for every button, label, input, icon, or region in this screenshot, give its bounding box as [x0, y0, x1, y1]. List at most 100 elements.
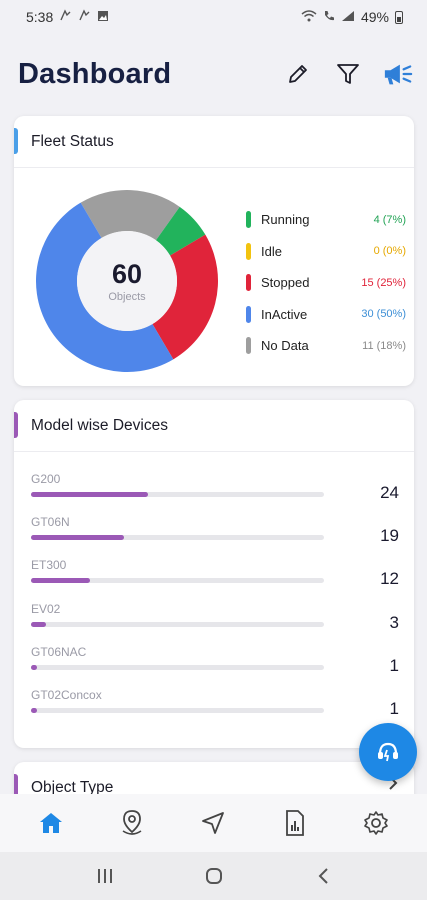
model-count: 19 — [380, 526, 399, 546]
legend-swatch — [246, 337, 251, 355]
model-progress-track — [31, 621, 324, 627]
filter-button[interactable] — [333, 59, 363, 89]
call-icon — [323, 10, 335, 25]
legend-label: InActive — [261, 306, 308, 322]
legend-swatch — [246, 242, 251, 260]
status-time: 5:38 — [26, 9, 54, 25]
settings-gear-icon — [364, 811, 389, 835]
legend-count: 15 (25%) — [361, 276, 406, 289]
legend-count: 30 (50%) — [361, 308, 406, 321]
status-bar-left: 5:38 — [26, 9, 109, 25]
legend-count: 0 (0%) — [373, 245, 406, 258]
model-progress-track — [31, 535, 324, 541]
donut-slice-no-data[interactable] — [80, 190, 180, 241]
battery-icon — [395, 10, 403, 24]
back-chevron-icon — [318, 868, 328, 884]
legend-item[interactable]: No Data 11 (18%) — [246, 330, 406, 362]
recent-apps-button[interactable] — [85, 861, 125, 891]
filter-icon — [337, 64, 359, 84]
status-bar-right: 49% — [301, 9, 403, 25]
image-icon — [97, 10, 109, 25]
model-count: 3 — [389, 612, 399, 632]
legend-item[interactable]: Idle 0 (0%) — [246, 236, 406, 268]
legend-count: 11 (18%) — [362, 339, 406, 352]
fleet-status-body: 60 Objects Running 4 (7%) Idle 0 (0%) Stoppe… — [14, 168, 414, 386]
fleet-donut-svg — [35, 190, 218, 372]
model-name: ET300 — [31, 558, 67, 573]
object-type-title: Object Type — [31, 779, 114, 796]
bottom-navigation — [0, 794, 427, 852]
model-devices-card: Model wise Devices G200 24 GT06N 19 ET300 12 E… — [14, 400, 414, 748]
donut-total-label: Objects — [108, 291, 146, 303]
status-bar: 5:38 49% — [0, 0, 427, 34]
legend-item[interactable]: Running 4 (7%) — [246, 204, 406, 236]
system-navigation — [0, 852, 427, 900]
donut-hole — [77, 231, 177, 331]
header: Dashboard — [0, 44, 427, 104]
nav-location[interactable] — [112, 803, 152, 843]
pencil-icon — [289, 65, 307, 83]
signal-icon — [341, 10, 355, 25]
fleet-donut-chart[interactable]: 60 Objects — [35, 190, 218, 372]
model-row[interactable]: EV02 3 — [31, 602, 399, 645]
donut-slice-inactive[interactable] — [35, 202, 174, 372]
object-type-accent — [14, 774, 18, 800]
model-count: 1 — [389, 655, 399, 675]
navigation-arrow-icon — [202, 812, 225, 834]
header-actions — [283, 59, 413, 89]
model-row[interactable]: GT06N 19 — [31, 515, 399, 558]
back-button[interactable] — [303, 861, 343, 891]
legend-swatch — [246, 274, 251, 292]
model-progress-fill — [31, 708, 37, 713]
announcement-button[interactable] — [383, 59, 413, 89]
nav-home[interactable] — [31, 803, 71, 843]
model-name: G200 — [31, 472, 61, 486]
model-progress-track — [31, 578, 324, 584]
report-icon — [285, 810, 304, 836]
recent-apps-icon — [97, 869, 112, 883]
legend-swatch — [246, 305, 251, 323]
model-name: GT06NAC — [31, 644, 87, 659]
home-circle-icon — [205, 868, 222, 884]
model-devices-header: Model wise Devices — [14, 400, 414, 452]
home-system-button[interactable] — [194, 861, 234, 891]
legend-item[interactable]: Stopped 15 (25%) — [246, 267, 406, 299]
legend-label: Stopped — [261, 275, 310, 291]
model-progress-track — [31, 492, 324, 497]
model-row[interactable]: GT02Concox 1 — [31, 688, 399, 731]
donut-slice-running[interactable] — [155, 206, 206, 256]
model-progress-track — [31, 708, 324, 713]
model-row[interactable]: ET300 12 — [31, 558, 399, 601]
notification-icon — [78, 9, 91, 25]
nav-settings[interactable] — [356, 803, 396, 843]
megaphone-icon — [384, 64, 413, 85]
fleet-status-accent — [14, 128, 18, 154]
page-title: Dashboard — [18, 57, 172, 90]
model-name: GT06N — [31, 515, 70, 530]
donut-slice-stopped[interactable] — [152, 234, 218, 360]
model-devices-accent — [14, 412, 18, 438]
model-count: 1 — [389, 699, 399, 718]
legend-label: No Data — [261, 338, 309, 354]
wifi-icon — [301, 9, 317, 25]
support-headset-icon — [378, 742, 398, 762]
model-name: EV02 — [31, 601, 61, 616]
model-count: 24 — [380, 483, 399, 502]
donut-total-value: 60 — [111, 259, 143, 289]
fleet-legend: Running 4 (7%) Idle 0 (0%) Stopped 15 (25%) In… — [246, 204, 406, 362]
model-row[interactable]: GT06NAC 1 — [31, 645, 399, 688]
home-icon — [39, 813, 62, 833]
model-name: GT02Concox — [31, 688, 102, 702]
battery-percent: 49% — [360, 9, 389, 25]
model-devices-list: G200 24 GT06N 19 ET300 12 EV02 3 GT06NAC 1 GT02Con… — [14, 452, 414, 748]
notification-icon — [59, 9, 72, 25]
nav-reports[interactable] — [275, 803, 315, 843]
model-row[interactable]: G200 24 — [31, 472, 399, 515]
support-fab-button[interactable] — [359, 723, 417, 781]
nav-navigation[interactable] — [193, 803, 233, 843]
edit-button[interactable] — [283, 59, 313, 89]
model-progress-fill — [31, 621, 46, 627]
legend-item[interactable]: InActive 30 (50%) — [246, 299, 406, 331]
legend-label: Running — [261, 212, 310, 228]
model-progress-fill — [31, 492, 149, 497]
